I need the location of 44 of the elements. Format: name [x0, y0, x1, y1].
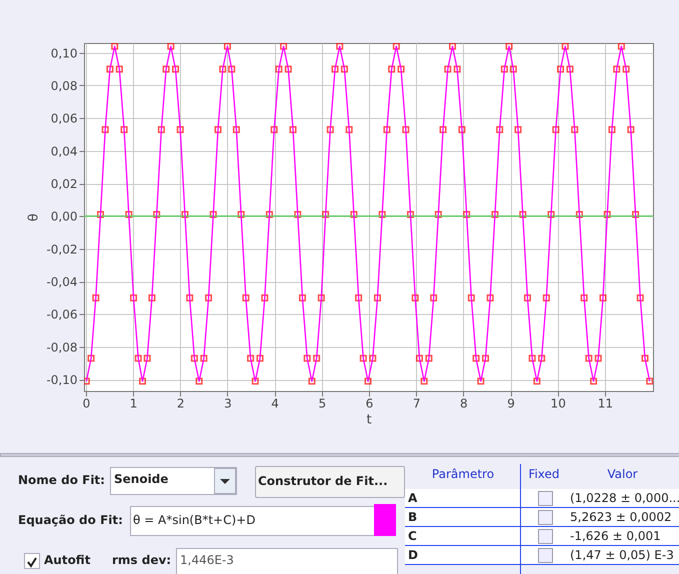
text: (1,0228 ± 0,000...	[570, 491, 679, 505]
text: Construtor de Fit...	[258, 474, 388, 488]
x-tick-label: 6	[366, 396, 374, 410]
y-tick-label: -0,02	[46, 242, 78, 256]
text: θ = A*sin(B*t+C)+D	[133, 513, 256, 527]
text: Nome do Fit:	[18, 473, 105, 487]
text: -1,626 ± 0,001	[570, 529, 661, 543]
text: Equação do Fit:	[18, 513, 123, 527]
text: D	[408, 548, 418, 562]
y-tick-label: -0,08	[46, 340, 78, 354]
text: A	[408, 491, 418, 505]
x-tick-label: 9	[507, 396, 515, 410]
x-tick-label: 1	[130, 396, 138, 410]
y-tick-label: 0,00	[50, 210, 78, 224]
y-tick-label: 0,06	[50, 112, 78, 126]
x-tick-label: 10	[550, 396, 566, 410]
x-tick-label: 5	[318, 396, 326, 410]
x-tick-label: 7	[412, 396, 420, 410]
text: Valor	[606, 467, 639, 481]
y-tick-label: -0,04	[46, 275, 78, 290]
y-tick-label: 0,02	[50, 177, 78, 192]
x-tick-label: 11	[598, 396, 614, 410]
x-tick-label: 2	[176, 396, 185, 410]
y-axis-title: θ	[26, 213, 42, 222]
y-tick-label: 0,04	[50, 144, 78, 158]
text: Fixed	[527, 467, 561, 481]
text: 5,2623 ± 0,0002	[570, 510, 672, 524]
text: C	[408, 529, 417, 543]
x-tick-label: 4	[271, 396, 279, 410]
text: rms dev:	[112, 553, 172, 567]
y-tick-label: -0,06	[46, 308, 78, 322]
text: 1,446E-3	[180, 553, 234, 567]
text: B	[408, 510, 418, 524]
text: Parâmetro	[430, 467, 496, 481]
text: Senoide	[114, 472, 168, 486]
y-tick-label: -0,10	[46, 373, 78, 388]
x-tick-label: 0	[82, 396, 90, 410]
text: (1,47 ± 0,05) E-3	[570, 548, 674, 562]
x-tick-label: 3	[224, 396, 232, 410]
x-axis-title: t	[366, 412, 372, 428]
text: Autofit	[44, 553, 90, 567]
y-tick-label: 0,10	[50, 46, 78, 60]
y-tick-label: 0,08	[50, 78, 78, 93]
x-tick-label: 8	[460, 396, 468, 410]
